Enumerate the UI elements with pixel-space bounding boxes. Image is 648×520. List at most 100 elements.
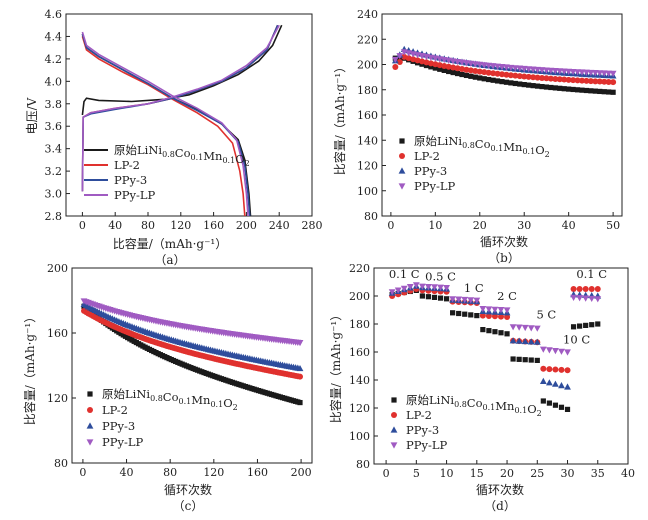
y-tick-label: 120 — [357, 160, 378, 173]
point-ppylp — [394, 287, 402, 294]
point-ppylp — [578, 69, 586, 76]
curve-ppylp-charge — [81, 24, 280, 192]
point-ppylp — [574, 69, 581, 76]
point-pristine — [516, 356, 522, 362]
x-tick-label: 35 — [591, 467, 605, 480]
point-ppylp — [551, 67, 559, 75]
point-lp2 — [485, 69, 492, 76]
panel-a-voltage-profile: 比容量/（mAh·g⁻¹） 电压/V （a） 0 40 80 120 160 200 240… — [25, 8, 323, 267]
point-ppylp — [425, 283, 432, 291]
y-tick-label: 160 — [349, 346, 370, 359]
point-ppylp — [431, 284, 438, 291]
y-tick-label: 200 — [349, 290, 370, 303]
point-ppylp — [491, 306, 499, 313]
point-pristine — [570, 86, 576, 93]
x-tick-label: 200 — [236, 219, 257, 232]
curve-ppylp-discharge — [81, 31, 249, 217]
panel-a-ylabel: 电压/V — [25, 97, 39, 134]
point-ppylp — [296, 340, 304, 347]
y-tick-label: 4.0 — [45, 75, 63, 88]
point-ppylp — [576, 295, 584, 302]
point-pristine — [558, 404, 565, 410]
point-ppylp — [473, 297, 481, 304]
x-tick-label: 80 — [163, 466, 177, 479]
x-tick-label: 30 — [561, 467, 575, 480]
point-lp2 — [556, 76, 563, 83]
point-pristine — [534, 83, 541, 89]
point-lp2 — [530, 74, 537, 81]
legend-marker-pristine — [399, 138, 405, 144]
point-lp2 — [574, 77, 581, 84]
curve-ppy3-discharge — [81, 33, 251, 217]
point-ppylp — [605, 70, 613, 77]
point-ppylp — [521, 324, 529, 332]
x-tick-label: 80 — [141, 219, 155, 232]
panel-b-ylabel: 比容量/（mAh·g⁻¹） — [332, 61, 347, 175]
legend-marker-pristine — [391, 397, 397, 403]
panel-d-rate-capability: 循环次数 比容量/（mAh·g⁻¹） （d） 0 5 10 15 20 25 30 35 40 8… — [328, 262, 635, 513]
point-lp2 — [436, 62, 443, 69]
legend-label-pristine: 原始LiNi0.8Co0.1Mn0.1O2 — [102, 387, 238, 412]
legend-marker-ppy3 — [390, 426, 398, 433]
x-tick-label: 0 — [79, 466, 86, 479]
point-ppylp — [400, 285, 408, 292]
y-tick-label: 200 — [47, 262, 68, 275]
panel-d-ylabel: 比容量/（mAh·g⁻¹） — [328, 309, 343, 423]
y-tick-label: 4.2 — [45, 53, 63, 66]
panel-c-frame — [71, 267, 313, 464]
x-tick-label: 160 — [203, 219, 224, 232]
x-tick-label: 5 — [413, 467, 420, 480]
y-tick-label: 100 — [349, 430, 370, 443]
point-lp2 — [592, 78, 599, 85]
point-pristine — [583, 87, 590, 94]
point-pristine — [601, 89, 607, 95]
point-pristine — [450, 69, 456, 76]
point-pristine — [577, 323, 583, 329]
rate-label: 0.1 C — [576, 267, 607, 281]
rate-label: 0.5 C — [425, 270, 456, 284]
point-pristine — [592, 88, 598, 94]
point-lp2 — [588, 286, 595, 292]
point-pristine — [522, 357, 528, 363]
point-ppylp — [565, 68, 573, 75]
point-lp2 — [576, 286, 583, 292]
legend-label-pristine: 原始LiNi0.8Co0.1Mn0.1O2 — [114, 143, 250, 168]
point-ppylp — [543, 67, 550, 74]
point-lp2 — [491, 313, 498, 320]
x-tick-label: 200 — [291, 466, 312, 479]
x-tick-label: 0 — [387, 219, 394, 232]
point-ppy3 — [564, 383, 571, 390]
legend-label-pristine: 原始LiNi0.8Co0.1Mn0.1O2 — [406, 393, 542, 418]
point-ppylp — [479, 306, 487, 313]
panel-d-caption: （d） — [484, 499, 516, 513]
x-tick-label: 120 — [203, 466, 224, 479]
y-tick-label: 80 — [356, 458, 370, 471]
legend-label-ppy3: PPy-3 — [114, 173, 147, 187]
x-tick-label: 20 — [500, 467, 514, 480]
point-pristine — [450, 310, 456, 316]
y-tick-label: 120 — [349, 402, 370, 415]
point-lp2 — [582, 286, 589, 292]
y-tick-label: 220 — [349, 262, 370, 275]
panel-b-caption: （b） — [488, 251, 520, 265]
rate-label: 1 C — [464, 281, 484, 295]
x-tick-label: 10 — [440, 467, 454, 480]
legend-marker-lp2 — [87, 407, 93, 413]
point-pristine — [499, 79, 505, 85]
point-pristine — [566, 86, 572, 92]
point-lp2 — [392, 64, 399, 71]
point-pristine — [480, 327, 486, 333]
point-pristine — [534, 357, 540, 363]
point-pristine — [597, 88, 603, 95]
point-ppylp — [534, 66, 541, 74]
point-ppylp — [412, 282, 420, 289]
point-pristine — [477, 75, 483, 81]
point-pristine — [552, 402, 559, 408]
point-lp2 — [476, 68, 483, 75]
point-pristine — [543, 84, 550, 90]
legend-label-lp2: LP-2 — [114, 158, 140, 172]
legend-label-ppy3: PPy-3 — [414, 164, 447, 178]
rate-label: 10 C — [563, 333, 590, 347]
point-ppylp — [418, 283, 426, 290]
